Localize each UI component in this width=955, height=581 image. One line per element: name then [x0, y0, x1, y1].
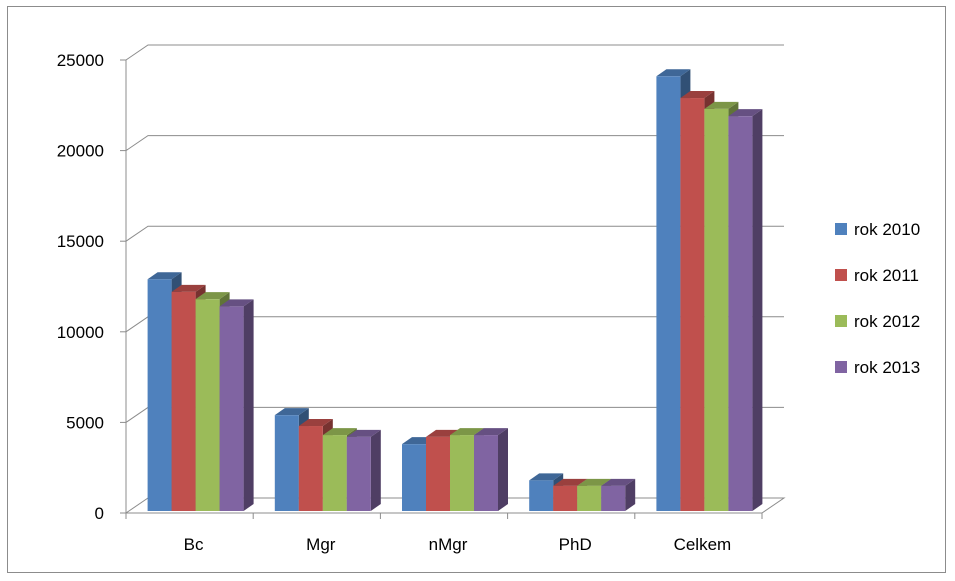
bar-front [704, 108, 729, 511]
bar-front [147, 279, 172, 511]
bar-top [577, 478, 612, 486]
y-tick-label: 10000 [57, 323, 104, 342]
bar-front [322, 435, 347, 511]
bar-top [450, 428, 484, 436]
bar-top [680, 91, 715, 99]
y-tick-label: 0 [95, 504, 104, 523]
gridline [125, 44, 784, 61]
bar-front [402, 444, 426, 511]
bar-front [656, 76, 681, 512]
bar [728, 109, 763, 511]
bar [346, 429, 381, 511]
bar [474, 428, 508, 511]
bar-front [474, 435, 498, 511]
bar-front [426, 436, 450, 511]
bar-top [171, 284, 206, 292]
bar-front [728, 116, 753, 511]
legend-label: rok 2010 [854, 220, 920, 239]
bar-top [474, 428, 508, 436]
bar-front [680, 98, 705, 511]
bar-front [601, 485, 626, 511]
legend-swatch [835, 361, 847, 373]
x-category-label: Mgr [306, 535, 336, 554]
bar-top [728, 109, 763, 117]
x-category-label: nMgr [429, 535, 468, 554]
bar-front [274, 415, 299, 511]
x-category-label: PhD [559, 535, 592, 554]
legend-swatch [835, 269, 847, 281]
x-category-labels: Bc Mgr nMgr PhD Celkem [184, 535, 732, 554]
bar-front [171, 291, 196, 511]
bar-top [601, 478, 636, 486]
gridline [125, 135, 784, 152]
x-category-label: Celkem [674, 535, 732, 554]
y-tick-label: 15000 [57, 232, 104, 251]
bar-front [553, 485, 578, 511]
bar-front [298, 426, 323, 511]
bar-top [553, 478, 588, 486]
legend-swatch [835, 223, 847, 235]
bar-front [219, 306, 244, 511]
y-tick-label: 20000 [57, 142, 104, 161]
bar-top [147, 272, 182, 280]
gridline [125, 225, 784, 242]
bar-side [752, 109, 763, 511]
bar-front [346, 436, 371, 511]
y-tick-label: 5000 [66, 413, 104, 432]
bar-top [298, 419, 333, 427]
x-category-label: Bc [184, 535, 204, 554]
bar-side [243, 299, 254, 511]
bar [219, 299, 254, 511]
legend-label: rok 2012 [854, 312, 920, 331]
legend: rok 2010 rok 2011 rok 2012 rok 2013 [835, 220, 920, 377]
bar-top [656, 69, 691, 77]
legend-swatch [835, 315, 847, 327]
bar-front [529, 480, 554, 511]
y-tick-label: 25000 [57, 51, 104, 70]
legend-label: rok 2013 [854, 358, 920, 377]
bar-top [704, 101, 739, 109]
bar-side [625, 478, 636, 511]
bar-top [219, 299, 254, 307]
axes [120, 59, 763, 519]
bar-side [370, 429, 381, 511]
bar [601, 478, 636, 511]
bar-front [450, 435, 474, 511]
bar-front [577, 485, 602, 511]
y-tick-labels: 0 5000 10000 15000 20000 25000 [57, 51, 104, 523]
bar-front [195, 299, 220, 511]
bar-top [529, 473, 564, 481]
bar-top [274, 408, 309, 416]
bar-side [498, 428, 508, 511]
bar-top [346, 429, 381, 437]
legend-label: rok 2011 [854, 266, 919, 285]
bars [147, 69, 763, 512]
bar-top [195, 292, 230, 300]
chart-frame [7, 6, 946, 573]
bar-top [322, 428, 357, 436]
